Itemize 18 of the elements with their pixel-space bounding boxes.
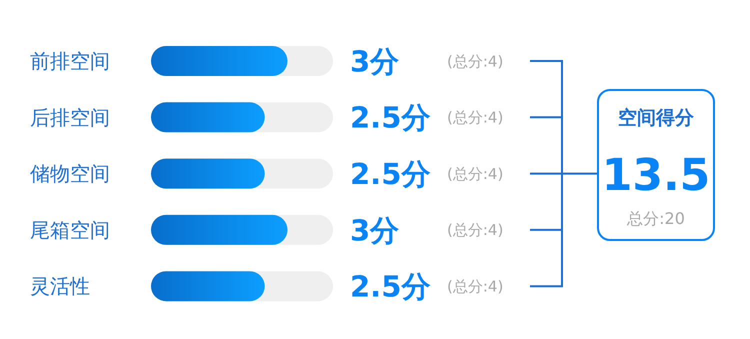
y-tick-label: 后排空间 <box>30 105 110 130</box>
y-tick-label: 尾箱空间 <box>30 218 110 242</box>
y-tick-label: 储物空间 <box>30 162 110 186</box>
data-label: 3分 <box>350 213 400 248</box>
data-label: 3分 <box>350 44 400 78</box>
data-label: 2.5分 <box>350 100 432 135</box>
y-tick-label: 灵活性 <box>30 274 90 298</box>
data-label: 2.5分 <box>350 157 432 192</box>
text: 13.5 <box>602 150 710 201</box>
text: (总分:4) <box>447 164 504 183</box>
text: (总分:4) <box>447 221 504 240</box>
text: (总分:4) <box>447 277 504 296</box>
y-tick-label: 前排空间 <box>30 49 110 73</box>
data-label: 2.5分 <box>350 270 432 304</box>
text: (总分:4) <box>447 52 504 70</box>
text: 空间得分 <box>618 107 695 129</box>
text: 总分:20 <box>626 209 685 228</box>
text: (总分:4) <box>447 108 504 127</box>
